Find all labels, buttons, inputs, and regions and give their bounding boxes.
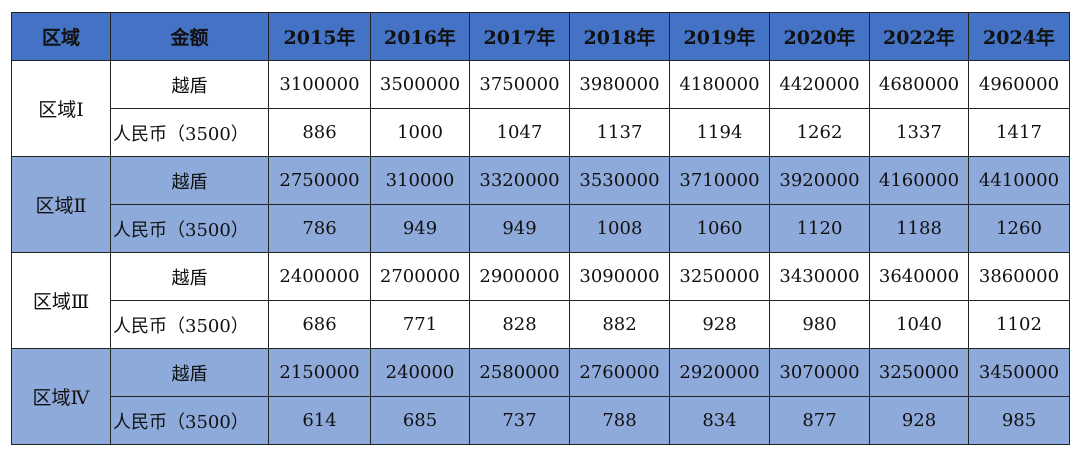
table-row: 人民币（3500） 886 1000 1047 1137 1194 1262 1… bbox=[12, 108, 1070, 157]
value-cell: 1000 bbox=[370, 108, 470, 157]
value-cell: 834 bbox=[669, 396, 770, 445]
value-cell: 3450000 bbox=[968, 348, 1070, 397]
value-cell: 2150000 bbox=[268, 348, 371, 397]
data-table-container: 区域 金额 2015年 2016年 2017年 2018年 2019年 2020… bbox=[11, 12, 1070, 445]
value-cell: 4160000 bbox=[869, 156, 969, 205]
value-cell: 828 bbox=[469, 300, 570, 349]
currency-type: 越盾 bbox=[110, 156, 269, 205]
header-cell: 2018年 bbox=[569, 12, 670, 61]
header-cell: 2015年 bbox=[268, 12, 371, 61]
value-cell: 1137 bbox=[569, 108, 670, 157]
value-cell: 4410000 bbox=[968, 156, 1070, 205]
value-cell: 4680000 bbox=[869, 60, 969, 109]
header-cell: 2019年 bbox=[669, 12, 770, 61]
currency-type: 人民币（3500） bbox=[110, 396, 269, 445]
currency-type: 人民币（3500） bbox=[110, 204, 269, 253]
value-cell: 2580000 bbox=[469, 348, 570, 397]
region-label: 区域Ⅳ bbox=[11, 348, 111, 445]
header-row: 区域 金额 2015年 2016年 2017年 2018年 2019年 2020… bbox=[11, 12, 1070, 61]
value-cell: 3530000 bbox=[569, 156, 670, 205]
value-cell: 3320000 bbox=[469, 156, 570, 205]
header-cell: 金额 bbox=[110, 12, 269, 61]
value-cell: 3920000 bbox=[769, 156, 870, 205]
table-row: 区域Ⅳ 越盾 2150000 240000 2580000 2760000 29… bbox=[11, 348, 1070, 445]
value-cell: 4960000 bbox=[968, 60, 1070, 109]
value-cell: 886 bbox=[268, 108, 371, 157]
value-cell: 3500000 bbox=[370, 60, 470, 109]
region-label: 区域Ⅰ bbox=[11, 60, 111, 157]
value-cell: 3710000 bbox=[669, 156, 770, 205]
value-cell: 3250000 bbox=[669, 252, 770, 301]
value-cell: 3750000 bbox=[469, 60, 570, 109]
value-cell: 1047 bbox=[469, 108, 570, 157]
value-cell: 928 bbox=[669, 300, 770, 349]
value-cell: 685 bbox=[370, 396, 470, 445]
value-cell: 3070000 bbox=[769, 348, 870, 397]
table-row: 人民币（3500） 686 771 828 882 928 980 1040 1… bbox=[12, 300, 1070, 349]
value-cell: 1260 bbox=[968, 204, 1070, 253]
value-cell: 1060 bbox=[669, 204, 770, 253]
value-cell: 877 bbox=[769, 396, 870, 445]
region-label: 区域Ⅲ bbox=[11, 252, 111, 349]
value-cell: 4180000 bbox=[669, 60, 770, 109]
value-cell: 3640000 bbox=[869, 252, 969, 301]
currency-type: 人民币（3500） bbox=[110, 300, 269, 349]
currency-type: 越盾 bbox=[110, 252, 269, 301]
currency-table: 区域 金额 2015年 2016年 2017年 2018年 2019年 2020… bbox=[11, 12, 1070, 445]
table-row: 区域Ⅰ 越盾 3100000 3500000 3750000 3980000 4… bbox=[11, 60, 1070, 157]
value-cell: 686 bbox=[268, 300, 371, 349]
header-cell: 区域 bbox=[11, 12, 111, 61]
table-row: 区域Ⅱ 越盾 2750000 310000 3320000 3530000 37… bbox=[11, 156, 1070, 253]
value-cell: 3100000 bbox=[268, 60, 371, 109]
value-cell: 1417 bbox=[968, 108, 1070, 157]
value-cell: 928 bbox=[869, 396, 969, 445]
value-cell: 949 bbox=[469, 204, 570, 253]
table-row: 人民币（3500） 786 949 949 1008 1060 1120 118… bbox=[12, 204, 1070, 253]
table-row: 区域Ⅲ 越盾 2400000 2700000 2900000 3090000 3… bbox=[11, 252, 1070, 349]
value-cell: 737 bbox=[469, 396, 570, 445]
value-cell: 2900000 bbox=[469, 252, 570, 301]
currency-type: 越盾 bbox=[110, 60, 269, 109]
value-cell: 614 bbox=[268, 396, 371, 445]
value-cell: 2700000 bbox=[370, 252, 470, 301]
header-cell: 2022年 bbox=[869, 12, 969, 61]
value-cell: 985 bbox=[968, 396, 1070, 445]
value-cell: 1337 bbox=[869, 108, 969, 157]
header-cell: 2020年 bbox=[769, 12, 870, 61]
region-label: 区域Ⅱ bbox=[11, 156, 111, 253]
currency-type: 越盾 bbox=[110, 348, 269, 397]
value-cell: 4420000 bbox=[769, 60, 870, 109]
value-cell: 949 bbox=[370, 204, 470, 253]
value-cell: 1040 bbox=[869, 300, 969, 349]
value-cell: 788 bbox=[569, 396, 670, 445]
value-cell: 3860000 bbox=[968, 252, 1070, 301]
value-cell: 771 bbox=[370, 300, 470, 349]
value-cell: 980 bbox=[769, 300, 870, 349]
value-cell: 1194 bbox=[669, 108, 770, 157]
header-cell: 2017年 bbox=[469, 12, 570, 61]
value-cell: 2920000 bbox=[669, 348, 770, 397]
value-cell: 1262 bbox=[769, 108, 870, 157]
value-cell: 882 bbox=[569, 300, 670, 349]
value-cell: 1188 bbox=[869, 204, 969, 253]
header-cell: 2024年 bbox=[968, 12, 1070, 61]
value-cell: 240000 bbox=[370, 348, 470, 397]
value-cell: 3250000 bbox=[869, 348, 969, 397]
value-cell: 1120 bbox=[769, 204, 870, 253]
value-cell: 3430000 bbox=[769, 252, 870, 301]
table-row: 人民币（3500） 614 685 737 788 834 877 928 98… bbox=[12, 396, 1070, 445]
value-cell: 3980000 bbox=[569, 60, 670, 109]
value-cell: 1008 bbox=[569, 204, 670, 253]
currency-type: 人民币（3500） bbox=[110, 108, 269, 157]
value-cell: 2750000 bbox=[268, 156, 371, 205]
value-cell: 310000 bbox=[370, 156, 470, 205]
value-cell: 2400000 bbox=[268, 252, 371, 301]
header-cell: 2016年 bbox=[370, 12, 470, 61]
value-cell: 3090000 bbox=[569, 252, 670, 301]
value-cell: 1102 bbox=[968, 300, 1070, 349]
value-cell: 2760000 bbox=[569, 348, 670, 397]
value-cell: 786 bbox=[268, 204, 371, 253]
